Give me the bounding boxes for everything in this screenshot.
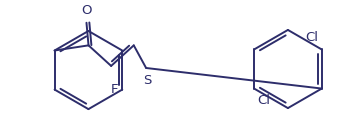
Text: Cl: Cl: [306, 31, 318, 44]
Text: S: S: [143, 74, 151, 87]
Text: F: F: [111, 83, 118, 96]
Text: O: O: [81, 4, 92, 17]
Text: Cl: Cl: [257, 94, 270, 107]
